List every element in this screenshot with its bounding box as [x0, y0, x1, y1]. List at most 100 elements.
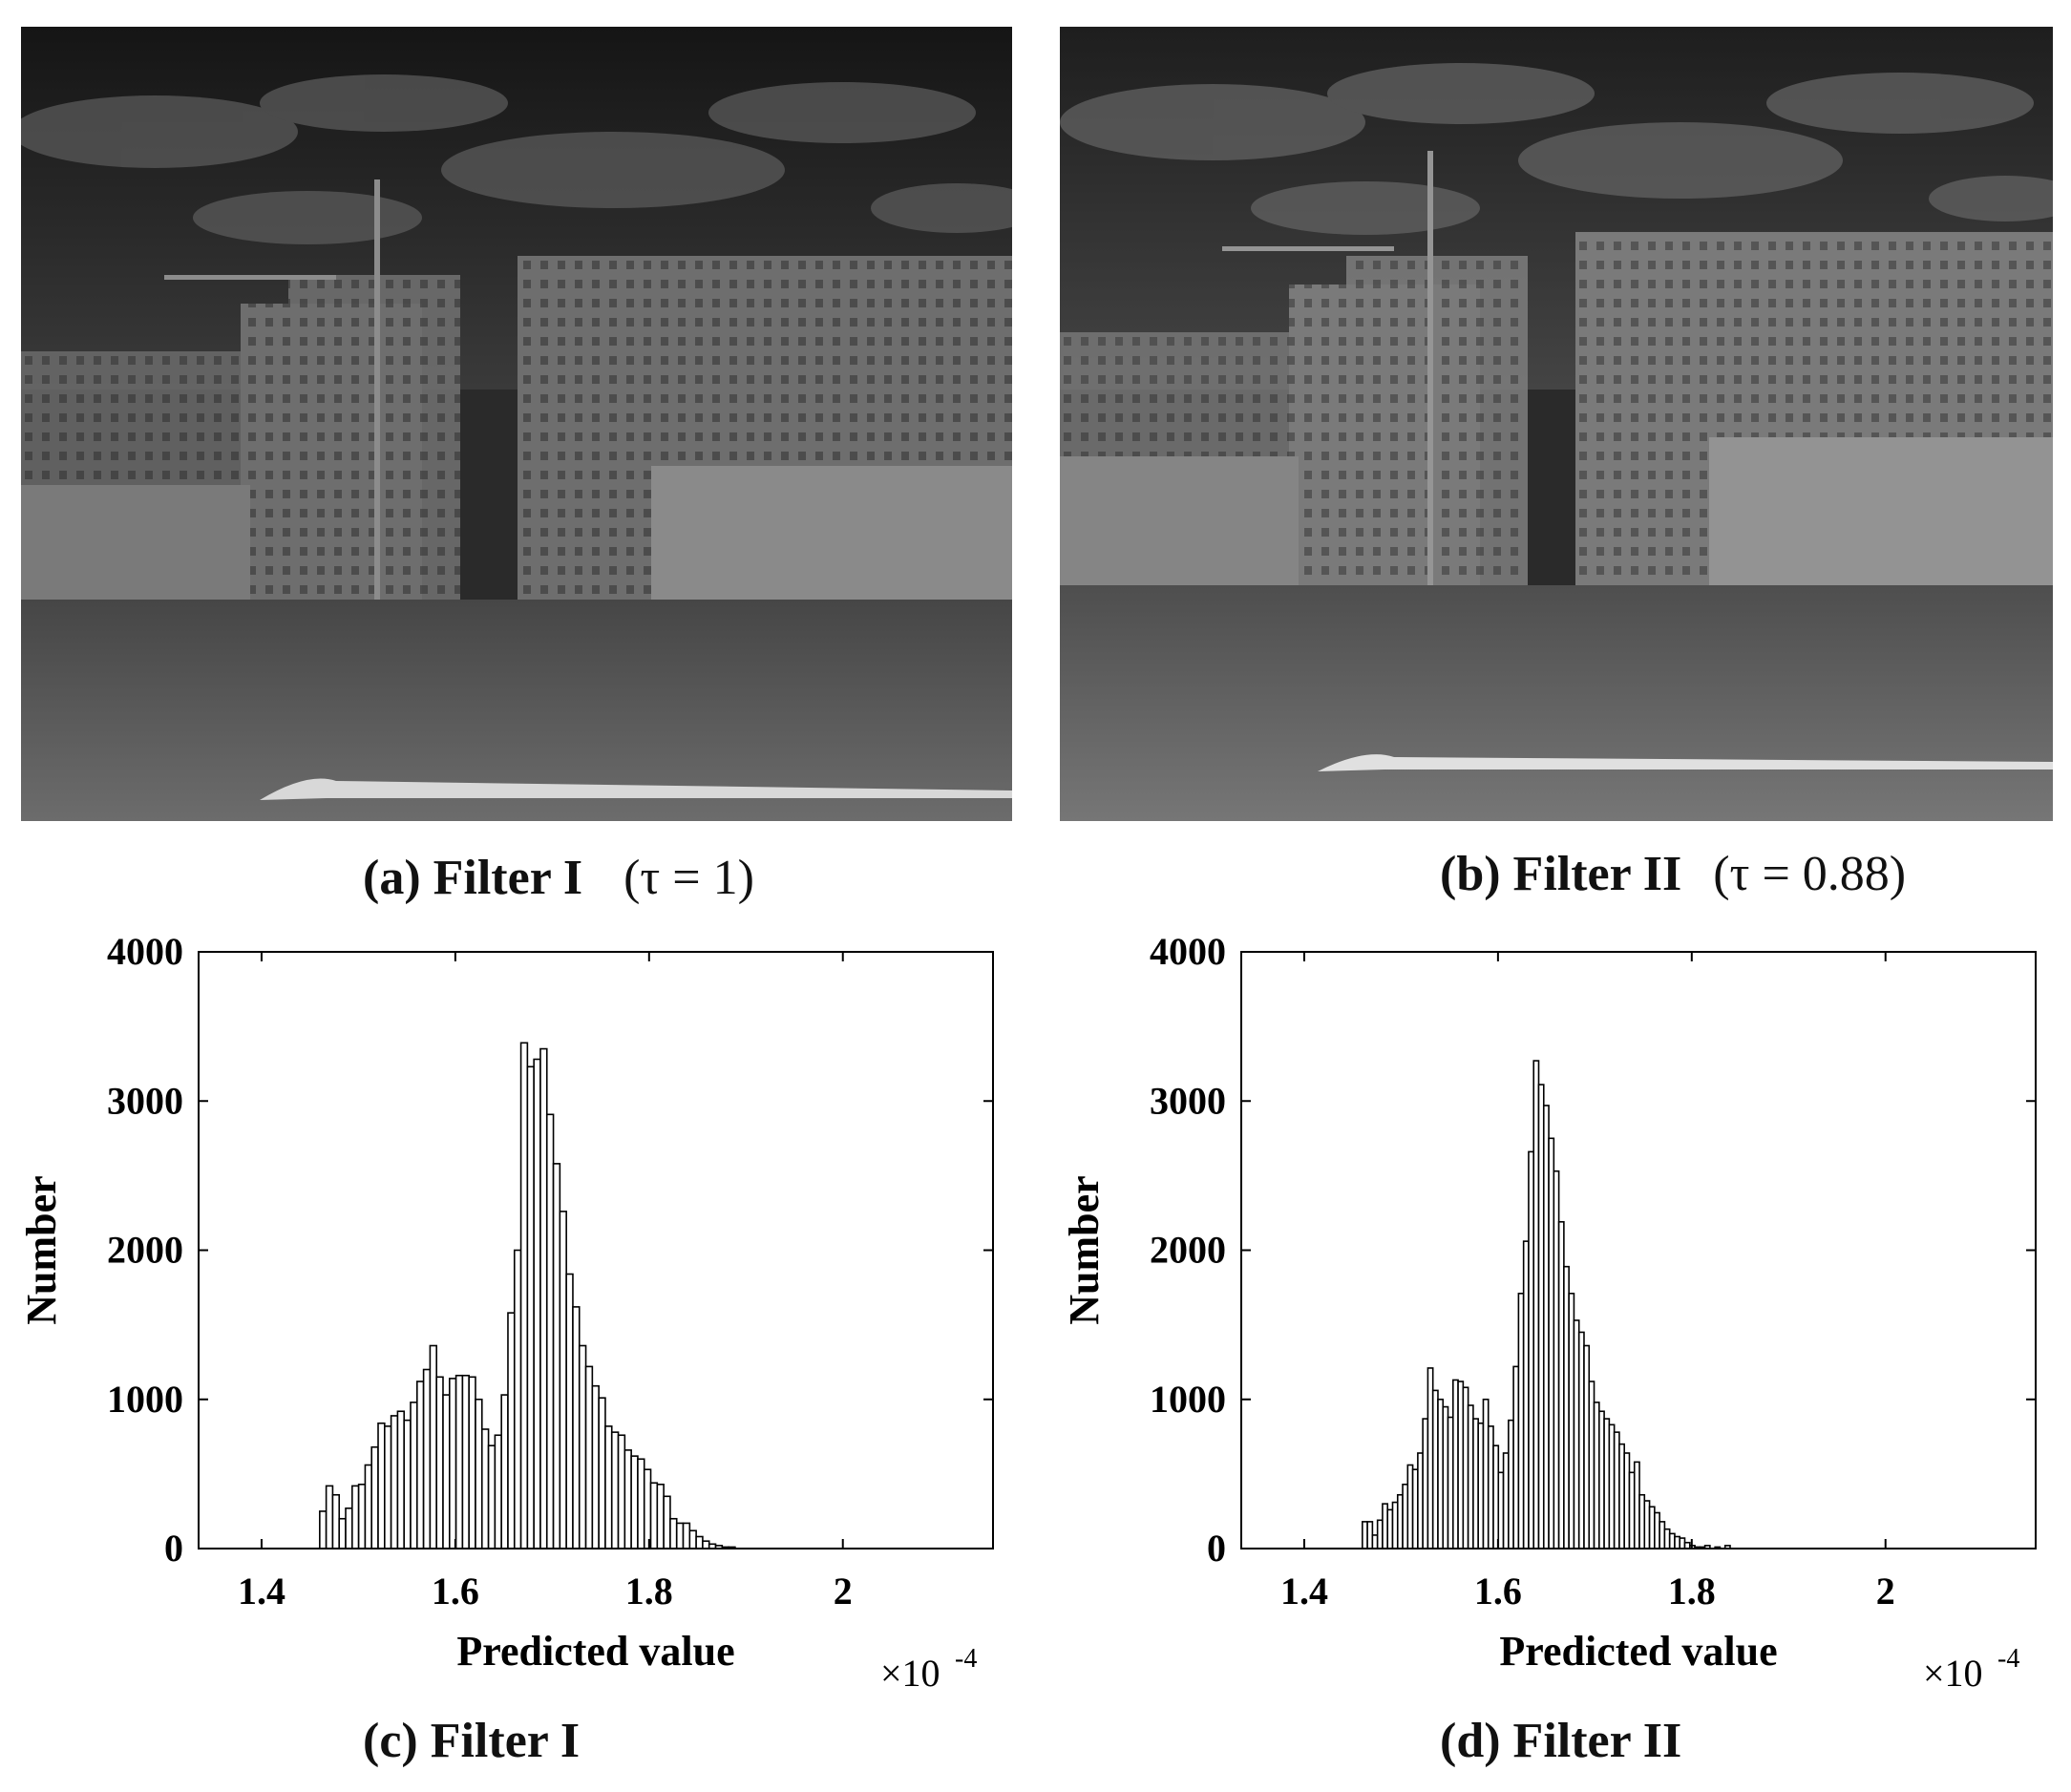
- histogram-bar: [435, 1376, 444, 1550]
- y-tick-label: 1000: [107, 1378, 183, 1421]
- histogram-bar: [552, 1163, 561, 1550]
- y-tick-label: 0: [1207, 1527, 1226, 1570]
- histogram-bar: [617, 1434, 626, 1550]
- x-tick-label: 2: [834, 1570, 853, 1613]
- histogram-bar: [370, 1445, 379, 1550]
- histogram-bar: [345, 1507, 353, 1550]
- histogram-bar: [513, 1249, 522, 1550]
- histogram-bar: [357, 1484, 367, 1550]
- histogram-bar: [351, 1485, 360, 1550]
- histogram-bar: [688, 1529, 697, 1550]
- histogram-bar: [384, 1425, 392, 1550]
- caption-c-label: (c) Filter I: [363, 1714, 581, 1768]
- caption-b: (b) Filter II (τ = 0.88): [1440, 846, 1906, 902]
- histogram-bar: [598, 1397, 606, 1550]
- histogram-bar: [377, 1422, 386, 1550]
- histogram-bar: [584, 1365, 594, 1550]
- histogram-bar: [702, 1540, 710, 1550]
- histogram-bar: [461, 1374, 470, 1550]
- x-tick-label: 1.8: [625, 1570, 673, 1613]
- y-axis-label: Number: [1061, 1175, 1108, 1324]
- x-tick-label: 1.4: [238, 1570, 285, 1613]
- histogram-c: 0 1000 2000 3000 4000 1.4 1.6 1.8 2 Predicted val…: [18, 930, 994, 1695]
- x-tick-label: 1.6: [1474, 1570, 1522, 1613]
- histogram-bar: [539, 1047, 548, 1550]
- y-tick-label: 4000: [1150, 930, 1226, 973]
- caption-a: (a) Filter I (τ = 1): [363, 850, 754, 906]
- histogram-bar: [403, 1419, 412, 1550]
- histogram-bar: [604, 1425, 613, 1550]
- y-tick-label: 0: [164, 1527, 183, 1570]
- caption-d-label: (d) Filter II: [1440, 1714, 1682, 1768]
- histogram-bar: [415, 1381, 425, 1550]
- histogram-bar: [591, 1384, 600, 1550]
- x-tick-label: 1.6: [432, 1570, 479, 1613]
- histogram-d: 0 1000 2000 3000 4000 1.4 1.6 1.8 2 Predicted val…: [1061, 930, 2037, 1695]
- histogram-bar: [610, 1431, 620, 1550]
- histogram-bar: [649, 1482, 659, 1550]
- histogram-bar: [468, 1376, 476, 1550]
- x-axis-label: Predicted value: [456, 1628, 734, 1675]
- histogram-bar: [454, 1374, 464, 1550]
- x-axis-multiplier: ×10: [880, 1652, 940, 1695]
- histogram-bar: [559, 1211, 567, 1550]
- thermal-image-filter-2: [1060, 27, 2053, 821]
- histogram-bar: [390, 1415, 399, 1550]
- caption-d: (d) Filter II: [1440, 1713, 1681, 1769]
- histogram-bar: [637, 1458, 645, 1550]
- histogram-bar: [682, 1522, 691, 1550]
- x-axis-label: Predicted value: [1499, 1628, 1777, 1675]
- y-tick-label: 2000: [1150, 1229, 1226, 1272]
- histogram-bar: [422, 1368, 432, 1550]
- y-tick-label: 4000: [107, 930, 183, 973]
- x-tick-label: 1.4: [1280, 1570, 1328, 1613]
- histogram-bar: [675, 1522, 685, 1550]
- histogram-bar: [410, 1402, 418, 1550]
- histogram-bar: [519, 1042, 529, 1550]
- histogram-bar: [572, 1306, 581, 1550]
- y-tick-label: 3000: [1150, 1079, 1226, 1122]
- histogram-bar: [507, 1312, 516, 1550]
- histogram-bar: [429, 1344, 437, 1550]
- histogram-bar: [448, 1378, 457, 1550]
- y-tick-label: 1000: [1150, 1378, 1226, 1421]
- histogram-bar: [487, 1444, 497, 1550]
- caption-c: (c) Filter I: [363, 1713, 580, 1769]
- histogram-bar: [480, 1428, 490, 1550]
- histogram-bar: [565, 1273, 574, 1550]
- caption-a-tau: (τ = 1): [623, 851, 754, 905]
- thermal-scene-a: [21, 27, 1012, 821]
- histogram-bar: [630, 1455, 639, 1550]
- x-axis-multiplier-exponent: -4: [1997, 1644, 2019, 1674]
- histogram-bar: [533, 1058, 541, 1550]
- caption-a-label: (a) Filter I: [363, 851, 583, 905]
- histogram-bar: [325, 1485, 334, 1550]
- histogram-bar: [623, 1449, 632, 1550]
- plot-frame: [1240, 951, 2037, 1550]
- histogram-bar: [319, 1510, 328, 1550]
- x-tick-label: 1.8: [1668, 1570, 1716, 1613]
- histogram-bar: [578, 1344, 587, 1550]
- histogram-bar: [695, 1535, 704, 1550]
- x-axis-multiplier: ×10: [1923, 1652, 1983, 1695]
- histogram-bar: [475, 1398, 483, 1550]
- y-axis-label: Number: [18, 1175, 65, 1324]
- histogram-bar: [396, 1410, 406, 1550]
- histogram-bar: [643, 1468, 652, 1550]
- histogram-bar: [656, 1484, 665, 1550]
- caption-b-tau: (τ = 0.88): [1713, 847, 1907, 901]
- histogram-bar: [500, 1394, 509, 1550]
- y-tick-label: 2000: [107, 1229, 183, 1272]
- histogram-bar: [338, 1517, 347, 1550]
- thermal-scene-b: [1060, 27, 2053, 821]
- x-axis-multiplier-exponent: -4: [955, 1644, 977, 1674]
- x-tick-label: 2: [1876, 1570, 1895, 1613]
- thermal-image-filter-1: [21, 27, 1012, 821]
- histogram-bar: [494, 1434, 502, 1550]
- histogram-bar: [663, 1495, 671, 1550]
- histogram-bar: [545, 1113, 555, 1550]
- histogram-bar: [364, 1464, 373, 1550]
- caption-b-label: (b) Filter II: [1440, 847, 1682, 901]
- histogram-bar: [442, 1394, 451, 1550]
